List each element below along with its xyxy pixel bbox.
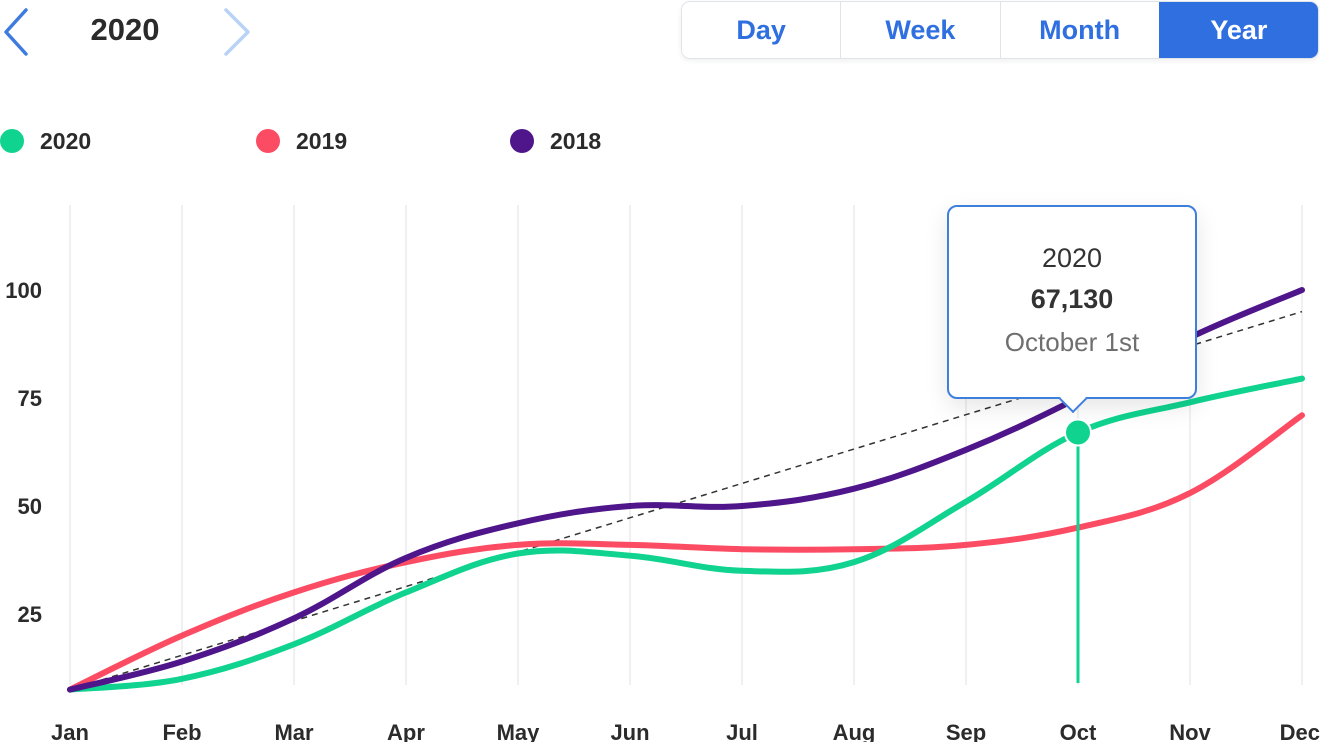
legend-label: 2019 [296,127,348,154]
highlight-point [1064,418,1092,447]
x-tick-label: Sep [946,720,986,742]
y-tick-label: 100 [5,278,42,303]
period-day-button[interactable]: Day [682,2,841,58]
series-line-2020 [67,375,1305,693]
period-month-button[interactable]: Month [999,2,1159,58]
x-tick-label: Jul [726,720,758,742]
legend-label: 2018 [550,127,602,154]
period-week-button[interactable]: Week [840,2,1000,58]
chevron-right-icon[interactable] [220,6,256,58]
series-line-2019 [67,412,1305,693]
x-tick-label: Feb [162,720,201,742]
legend-item-2019[interactable]: 2019 [256,124,347,158]
x-tick-label: Jun [610,720,649,742]
x-tick-label: Nov [1169,720,1211,742]
legend-item-2020[interactable]: 2020 [0,124,91,158]
x-tick-label: Mar [274,720,314,742]
x-tick-label: Apr [387,720,425,742]
legend-dot [510,129,534,153]
period-year-button[interactable]: Year [1158,2,1318,58]
tooltip-value: 67,130 [1030,284,1114,314]
chart-tooltip: 2020 67,130 October 1st [947,205,1197,399]
legend-label: 2020 [40,127,92,154]
x-tick-label: May [497,720,541,742]
year-navigator: 2020 [0,0,260,64]
legend-dot [0,129,24,153]
chevron-left-icon[interactable] [0,6,36,58]
year-label: 2020 [90,12,160,47]
y-tick-label: 75 [18,386,42,411]
legend-item-2018[interactable]: 2018 [510,124,601,158]
x-tick-label: Dec [1280,720,1320,742]
tooltip-series: 2020 [1041,243,1103,273]
x-tick-label: Jan [51,720,89,742]
x-tick-label: Oct [1060,720,1097,742]
y-tick-label: 50 [18,494,42,519]
x-tick-label: Aug [833,720,876,742]
period-selector: Day Week Month Year [681,1,1319,59]
line-chart: 25 50 75 100 Jan Feb Mar Apr May Jun Jul Aug Sep Oct N… [5,205,1320,742]
legend-dot [256,129,280,153]
tooltip-date: October 1st [1004,327,1140,357]
y-tick-label: 25 [18,602,42,627]
chart-legend: 2020 2019 2018 [0,124,700,158]
